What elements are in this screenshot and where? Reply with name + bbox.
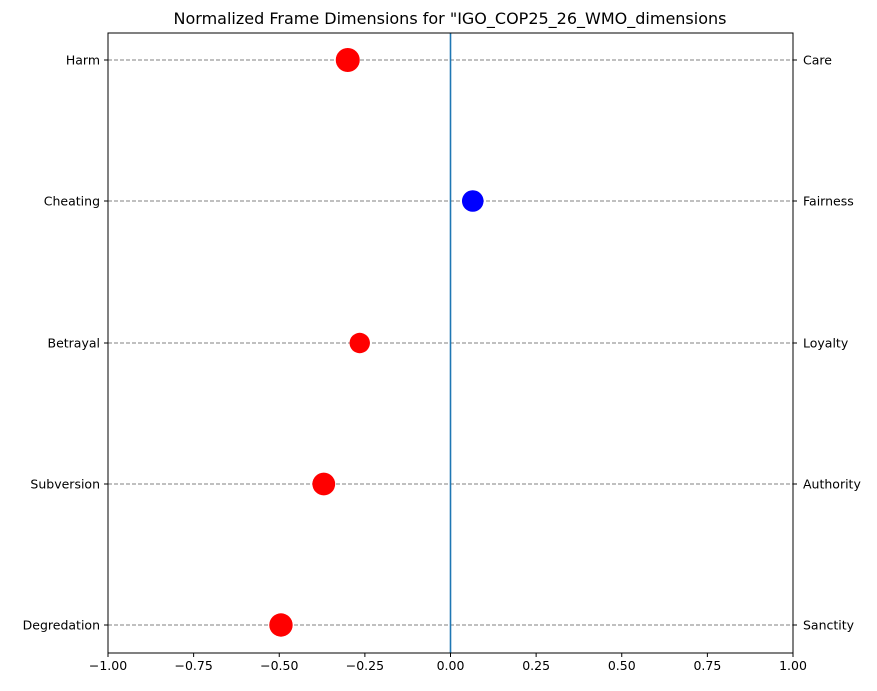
- right-label-sanctity: Sanctity: [803, 618, 855, 633]
- point-sanctity: [269, 613, 293, 637]
- point-care: [335, 48, 360, 72]
- x-tick-label: −0.75: [174, 658, 212, 673]
- right-label-fairness: Fairness: [803, 194, 854, 209]
- x-tick-label: 0.25: [522, 658, 550, 673]
- right-axis-labels: Care Fairness Loyalty Authority Sanctity: [793, 53, 861, 633]
- x-axis-ticks: −1.00 −0.75 −0.50 −0.25 0.00 0.25 0.50 0.75 1.00: [89, 653, 807, 673]
- x-tick-label: 0.50: [608, 658, 636, 673]
- point-fairness: [461, 190, 484, 212]
- x-tick-label: −1.00: [89, 658, 127, 673]
- point-loyalty: [349, 332, 370, 354]
- left-label-subversion: Subversion: [30, 477, 100, 492]
- x-tick-label: −0.25: [346, 658, 384, 673]
- chart-title: Normalized Frame Dimensions for "IGO_COP…: [174, 9, 727, 29]
- data-points: [269, 48, 484, 637]
- left-axis-labels: Harm Cheating Betrayal Subversion Degredatio…: [23, 53, 108, 633]
- left-label-degredation: Degredation: [23, 618, 100, 633]
- right-label-care: Care: [803, 53, 832, 68]
- x-tick-label: 0.75: [693, 658, 721, 673]
- x-tick-label: 0.00: [437, 658, 465, 673]
- x-tick-label: 1.00: [779, 658, 807, 673]
- left-label-cheating: Cheating: [44, 194, 100, 209]
- x-tick-label: −0.50: [260, 658, 298, 673]
- left-label-betrayal: Betrayal: [48, 336, 101, 351]
- right-label-authority: Authority: [803, 477, 861, 492]
- right-label-loyalty: Loyalty: [803, 336, 849, 351]
- left-label-harm: Harm: [66, 53, 100, 68]
- point-authority: [312, 472, 336, 496]
